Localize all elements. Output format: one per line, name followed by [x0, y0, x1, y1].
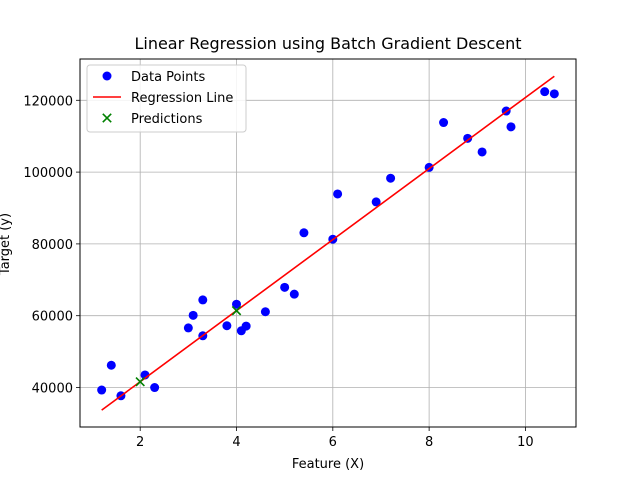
- legend-label: Data Points: [131, 70, 205, 85]
- legend-label: Regression Line: [131, 91, 233, 106]
- x-tick-label: 8: [425, 435, 433, 450]
- data-point: [289, 289, 299, 299]
- y-axis-title: Target (y): [0, 213, 13, 276]
- legend-circle-swatch: [102, 71, 112, 81]
- x-tick-label: 2: [136, 435, 144, 450]
- data-point: [439, 118, 449, 128]
- axis-ticks: 2 4 6 8 10 40000 60000 80000 100000 120000: [23, 94, 533, 450]
- data-point: [97, 385, 107, 395]
- data-point: [371, 197, 381, 207]
- prediction-point: [135, 376, 145, 387]
- y-tick-label: 60000: [32, 310, 73, 325]
- data-point: [232, 299, 242, 309]
- data-point: [188, 310, 198, 320]
- data-point: [150, 383, 160, 393]
- legend-x-swatch: [102, 113, 112, 123]
- data-point: [106, 360, 116, 370]
- data-point: [386, 173, 396, 183]
- data-point: [198, 295, 208, 305]
- data-point: [477, 147, 487, 157]
- data-point: [333, 189, 343, 199]
- x-tick-label: 10: [517, 435, 534, 450]
- legend-box: [86, 64, 247, 133]
- data-point: [540, 87, 550, 97]
- x-tick-label: 4: [232, 435, 240, 450]
- regression-line: [101, 75, 555, 411]
- data-point: [299, 228, 309, 238]
- axes-frame: [79, 58, 577, 428]
- y-tick-label: 40000: [32, 382, 73, 397]
- data-point: [506, 122, 516, 132]
- data-point: [183, 323, 193, 333]
- prediction-point: [231, 305, 242, 316]
- data-point: [280, 282, 290, 292]
- y-tick-label: 80000: [32, 238, 73, 253]
- legend-label: Predictions: [131, 112, 203, 127]
- legend: Data Points Regression Line Predictions: [86, 64, 247, 133]
- data-point: [260, 307, 270, 317]
- data-point: [241, 321, 251, 331]
- y-tick-label: 100000: [23, 166, 73, 181]
- data-point: [222, 321, 232, 331]
- x-tick-label: 6: [329, 435, 337, 450]
- x-axis-title: Feature (X): [292, 457, 364, 472]
- data-point: [463, 133, 473, 143]
- data-point: [549, 89, 559, 99]
- chart-title: Linear Regression using Batch Gradient D…: [134, 34, 521, 53]
- y-tick-label: 120000: [23, 94, 73, 109]
- plot-area: [97, 75, 559, 411]
